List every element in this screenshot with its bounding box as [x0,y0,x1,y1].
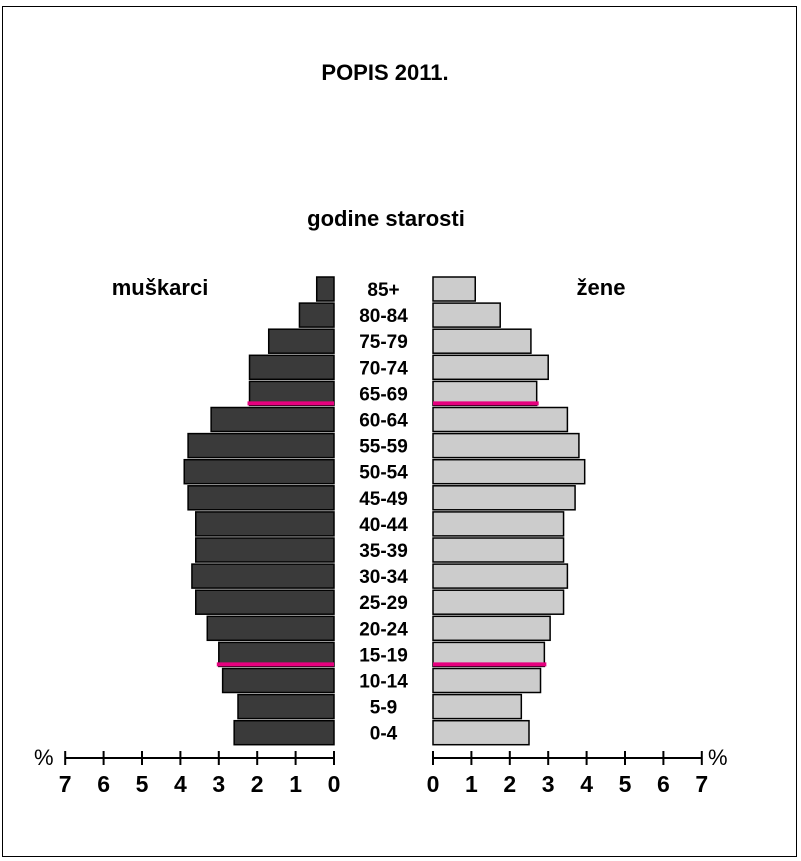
age-label-0-4: 0-4 [370,724,398,745]
category-axis-label: godine starosti [307,206,465,231]
tick-label-left-1: 1 [289,771,302,797]
bar-right-60-64 [432,406,569,433]
bar-left-35-39 [195,537,335,563]
bar-right-5-9 [432,693,523,720]
bar-left-0-4 [233,719,335,746]
tick-label-left-6: 6 [97,771,110,797]
age-label-45-49: 45-49 [359,489,408,510]
axis-unit-left: % [34,745,54,770]
bar-right-0-4 [432,719,530,746]
bar-left-75-79 [267,328,335,354]
axis-unit-right: % [708,745,728,770]
bar-right-70-74 [432,354,549,381]
bar-left-5-9 [237,693,335,720]
tick-label-right-5: 5 [619,771,632,797]
tick-label-left-7: 7 [59,771,72,797]
bar-left-25-29 [195,589,335,615]
bar-right-20-24 [432,615,551,642]
bar-right-25-29 [432,589,565,615]
bar-right-35-39 [432,537,565,563]
bar-right-45-49 [432,485,576,511]
age-label-20-24: 20-24 [359,619,408,640]
tick-label-left-3: 3 [212,771,225,797]
tick-label-left-5: 5 [136,771,149,797]
age-label-80-84: 80-84 [359,306,408,327]
age-label-55-59: 55-59 [359,437,408,458]
age-label-50-54: 50-54 [359,463,408,484]
age-label-35-39: 35-39 [359,541,408,562]
age-label-5-9: 5-9 [370,698,397,719]
bar-right-40-44 [432,511,565,537]
tick-label-right-3: 3 [542,771,555,797]
bar-right-75-79 [432,328,532,354]
bar-left-55-59 [187,432,335,459]
bar-right-50-54 [432,458,586,485]
tick-label-left-2: 2 [251,771,264,797]
chart-frame [2,6,797,857]
bar-left-50-54 [183,458,335,485]
tick-label-left-4: 4 [174,771,187,797]
bar-left-30-34 [191,563,335,589]
bar-left-45-49 [187,485,335,511]
bar-left-60-64 [210,406,335,433]
bar-left-40-44 [195,511,335,537]
tick-label-right-2: 2 [503,771,516,797]
tick-label-right-1: 1 [465,771,478,797]
age-label-15-19: 15-19 [359,645,408,666]
tick-label-right-4: 4 [580,771,593,797]
bar-right-80-84 [432,302,501,328]
bar-left-80-84 [298,302,335,328]
bar-left-70-74 [248,354,335,381]
tick-label-left-0: 0 [328,771,341,797]
age-label-25-29: 25-29 [359,593,408,614]
bar-right-55-59 [432,432,580,459]
age-label-60-64: 60-64 [359,411,408,432]
series-label-left: muškarci [112,275,209,300]
age-label-75-79: 75-79 [359,332,408,353]
bar-left-10-14 [221,667,335,694]
tick-label-right-0: 0 [427,771,440,797]
bar-right-85+ [432,276,476,302]
age-label-30-34: 30-34 [359,567,408,588]
age-label-85+: 85+ [367,280,399,301]
age-label-70-74: 70-74 [359,358,408,379]
bar-right-30-34 [432,563,569,589]
bar-left-85+ [315,276,335,302]
chart-title: POPIS 2011. [321,60,448,85]
age-label-40-44: 40-44 [359,515,408,536]
tick-label-right-6: 6 [657,771,670,797]
age-label-65-69: 65-69 [359,384,408,405]
series-label-right: žene [577,275,626,300]
age-label-10-14: 10-14 [359,672,408,693]
bar-left-20-24 [206,615,335,642]
tick-label-right-7: 7 [695,771,708,797]
bar-right-10-14 [432,667,542,694]
